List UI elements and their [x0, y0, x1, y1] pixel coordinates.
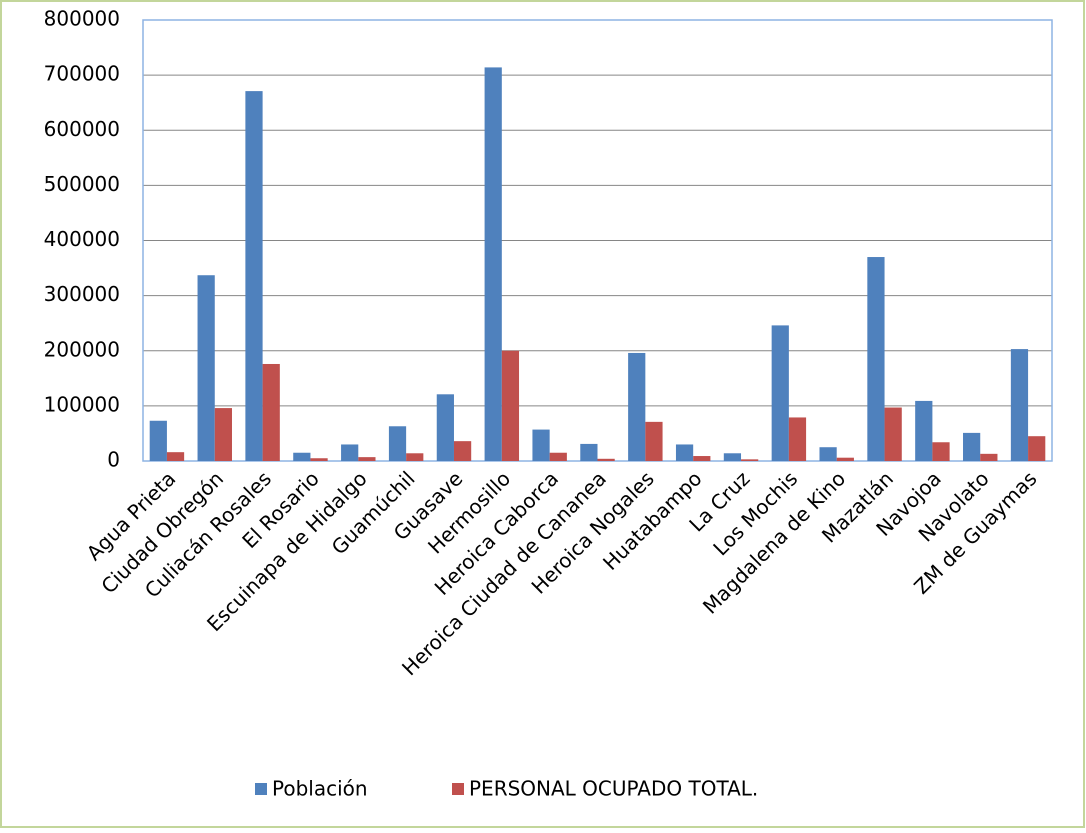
bar — [788, 417, 807, 461]
bar — [484, 67, 502, 461]
bar — [501, 350, 520, 461]
y-tick-label: 100000 — [44, 392, 120, 416]
legend-label: PERSONAL OCUPADO TOTAL. — [469, 777, 758, 801]
bar — [645, 421, 663, 461]
y-tick-label: 300000 — [44, 282, 120, 306]
bar — [453, 441, 472, 461]
bar — [310, 458, 328, 461]
bar — [741, 459, 759, 461]
bar — [867, 257, 885, 461]
bar — [406, 453, 424, 461]
bar — [341, 444, 359, 461]
bar — [723, 453, 742, 461]
bar — [675, 444, 694, 461]
bar — [932, 442, 950, 461]
bar — [836, 457, 854, 461]
bar — [1010, 349, 1029, 461]
bar — [532, 429, 550, 461]
bar — [436, 394, 454, 461]
bar — [597, 458, 615, 461]
bar — [149, 420, 167, 461]
bar — [293, 452, 311, 461]
bar — [693, 456, 711, 461]
legend-label: Población — [272, 777, 368, 801]
bar — [771, 325, 789, 461]
y-tick-label: 400000 — [44, 227, 120, 251]
y-tick-label: 500000 — [44, 172, 120, 196]
y-tick-label: 700000 — [44, 62, 120, 86]
bar — [819, 447, 837, 461]
bar — [214, 408, 232, 461]
bar — [388, 426, 407, 461]
legend-swatch — [452, 783, 464, 795]
bar — [980, 453, 998, 461]
bar — [628, 352, 646, 461]
bar — [166, 452, 185, 461]
legend-swatch — [255, 783, 267, 795]
bar — [884, 407, 902, 461]
bar — [580, 443, 598, 461]
bar — [245, 91, 263, 461]
bar — [915, 400, 933, 461]
y-tick-label: 800000 — [44, 7, 120, 31]
bar — [549, 452, 567, 461]
bar — [963, 432, 981, 461]
bar — [358, 457, 376, 461]
y-tick-label: 200000 — [44, 337, 120, 361]
y-tick-label: 0 — [107, 448, 120, 472]
bar — [1028, 436, 1046, 461]
y-tick-label: 600000 — [44, 117, 120, 141]
bar — [262, 363, 280, 461]
bar — [197, 275, 215, 461]
